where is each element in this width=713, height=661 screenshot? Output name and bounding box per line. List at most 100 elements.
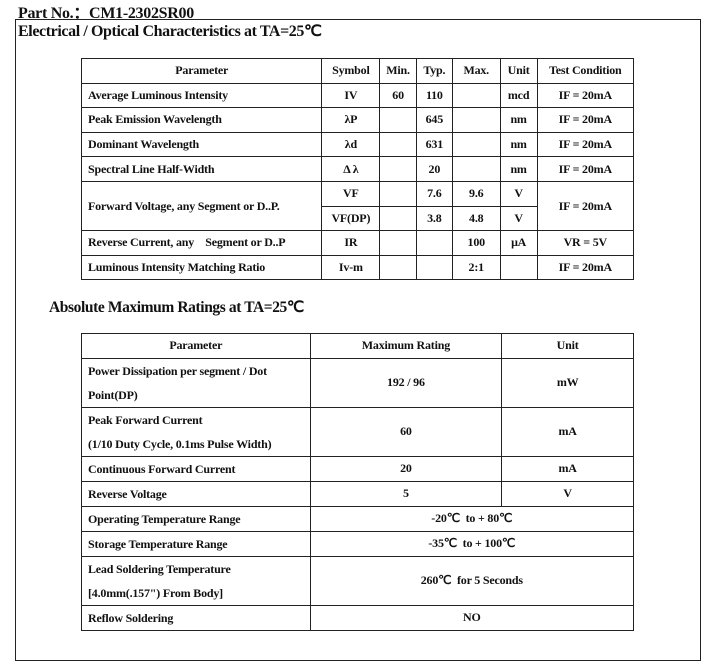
symbol-cell: λd — [321, 131, 381, 158]
unit-cell: μA — [499, 230, 538, 256]
absolute-section-title: Absolute Maximum Ratings at TA=25℃ — [49, 299, 304, 316]
header-cell: Parameter — [81, 333, 311, 359]
max-cell — [451, 107, 501, 133]
unit-cell: mA — [501, 406, 634, 457]
parameter-cell: Lead Soldering Temperature [4.0mm(.157") … — [81, 555, 311, 606]
symbol-cell: IR — [321, 230, 381, 256]
min-cell: 60 — [379, 82, 417, 109]
min-cell — [379, 131, 417, 158]
symbol-cell: Iv-m — [321, 254, 381, 281]
header-cell: Parameter — [80, 58, 323, 84]
condition-cell: IF = 20mA — [536, 254, 635, 281]
min-cell — [379, 230, 417, 256]
unit-cell: nm — [499, 107, 538, 133]
table-row: Operating Temperature Range -20℃ to + 80… — [81, 505, 635, 532]
rating-cell: -35℃ to + 100℃ — [309, 530, 635, 557]
rating-cell: NO — [309, 604, 635, 631]
table-row: Reflow Soldering NO — [81, 604, 635, 631]
table-row: Storage Temperature Range -35℃ to + 100℃ — [81, 530, 635, 557]
symbol-cell: Δ λ — [321, 156, 381, 182]
condition-cell: IF = 20mA — [536, 156, 635, 182]
max-cell — [451, 156, 501, 182]
table-row: Dominant Wavelength λd 631 nm IF = 20mA — [80, 131, 635, 158]
rating-cell: 5 — [309, 480, 503, 507]
header-cell: Unit — [499, 58, 538, 84]
max-cell — [451, 131, 501, 158]
header-cell: Max. — [451, 58, 501, 84]
unit-cell: V — [499, 180, 538, 207]
unit-cell: V — [499, 205, 538, 232]
parameter-cell: Forward Voltage, any Segment or D..P. — [80, 180, 323, 232]
parameter-cell: Storage Temperature Range — [81, 530, 311, 557]
typ-cell: 631 — [415, 131, 453, 158]
parameter-cell: Reflow Soldering — [81, 604, 311, 631]
symbol-cell: IV — [321, 82, 381, 109]
header-cell: Min. — [379, 58, 417, 84]
symbol-cell: λP — [321, 107, 381, 133]
electrical-section-title: Electrical / Optical Characteristics at … — [18, 23, 322, 40]
unit-cell: mW — [501, 357, 634, 408]
typ-cell — [415, 254, 453, 281]
min-cell — [379, 180, 417, 207]
parameter-line: Peak Forward Current — [88, 412, 203, 427]
table-header-row: Parameter Symbol Min. Typ. Max. Unit Tes… — [80, 58, 635, 84]
parameter-line: Lead Soldering Temperature — [88, 561, 231, 576]
symbol-cell: VF — [321, 180, 381, 207]
parameter-cell: Continuous Forward Current — [81, 455, 311, 482]
table-row: Lead Soldering Temperature [4.0mm(.157") … — [81, 555, 635, 606]
condition-cell: VR = 5V — [536, 230, 635, 256]
parameter-cell: Average Luminous Intensity — [80, 82, 323, 109]
parameter-cell: Power Dissipation per segment / Dot Poin… — [81, 357, 311, 408]
unit-cell: mA — [501, 455, 634, 482]
rating-cell: 260℃ for 5 Seconds — [309, 555, 635, 606]
absolute-max-ratings-table: Parameter Maximum Rating Unit Power Diss… — [81, 333, 635, 631]
unit-cell: mcd — [499, 82, 538, 109]
rating-cell: 60 — [309, 406, 503, 457]
rating-cell: 20 — [309, 455, 503, 482]
rating-cell: 192 / 96 — [309, 357, 503, 408]
table-header-row: Parameter Maximum Rating Unit — [81, 333, 634, 359]
unit-cell: V — [501, 480, 634, 507]
typ-cell: 645 — [415, 107, 453, 133]
typ-cell: 110 — [415, 82, 453, 109]
table-row: VF(DP) 3.8 4.8 V — [82, 205, 634, 232]
table-row: Peak Forward Current (1/10 Duty Cycle, 0.… — [81, 406, 634, 457]
rating-cell: -20℃ to + 80℃ — [309, 505, 635, 532]
min-cell — [379, 156, 417, 182]
parameter-cell: Peak Forward Current (1/10 Duty Cycle, 0.… — [81, 406, 311, 457]
table-row: Spectral Line Half-Width Δ λ 20 nm IF = … — [80, 156, 635, 182]
typ-cell: 20 — [415, 156, 453, 182]
parameter-cell: Reverse Current, any Segment or D..P — [80, 230, 323, 256]
header-cell: Symbol — [321, 58, 381, 84]
table-row: Continuous Forward Current 20 mA — [81, 455, 634, 482]
condition-cell: IF = 20mA — [536, 107, 635, 133]
max-cell — [451, 82, 501, 109]
condition-cell: IF = 20mA — [536, 131, 635, 158]
symbol-cell: VF(DP) — [321, 205, 381, 232]
parameter-cell: Luminous Intensity Matching Ratio — [80, 254, 323, 281]
typ-cell: 7.6 — [415, 180, 453, 207]
header-cell: Maximum Rating — [309, 333, 503, 359]
table-row: Forward Voltage, any Segment or D..P. VF… — [80, 180, 635, 232]
electrical-characteristics-table: Parameter Symbol Min. Typ. Max. Unit Tes… — [80, 58, 635, 281]
table-row: Reverse Current, any Segment or D..P IR … — [80, 230, 635, 256]
max-cell: 9.6 — [451, 180, 501, 207]
min-cell — [379, 254, 417, 281]
table-row: Power Dissipation per segment / Dot Poin… — [81, 357, 634, 408]
header-cell: Test Condition — [536, 58, 635, 84]
condition-cell: IF = 20mA — [536, 180, 635, 232]
parameter-line: [4.0mm(.157") From Body] — [88, 585, 223, 600]
unit-cell: nm — [499, 131, 538, 158]
parameter-cell: Peak Emission Wavelength — [80, 107, 323, 133]
parameter-cell: Dominant Wavelength — [80, 131, 323, 158]
table-row: Reverse Voltage 5 V — [81, 480, 634, 507]
parameter-cell: Reverse Voltage — [81, 480, 311, 507]
typ-cell: 3.8 — [415, 205, 453, 232]
unit-cell: nm — [499, 156, 538, 182]
typ-cell — [415, 230, 453, 256]
max-cell: 2:1 — [451, 254, 501, 281]
min-cell — [379, 205, 417, 232]
header-cell: Unit — [501, 333, 634, 359]
condition-cell: IF = 20mA — [536, 82, 635, 109]
unit-cell — [499, 254, 538, 281]
